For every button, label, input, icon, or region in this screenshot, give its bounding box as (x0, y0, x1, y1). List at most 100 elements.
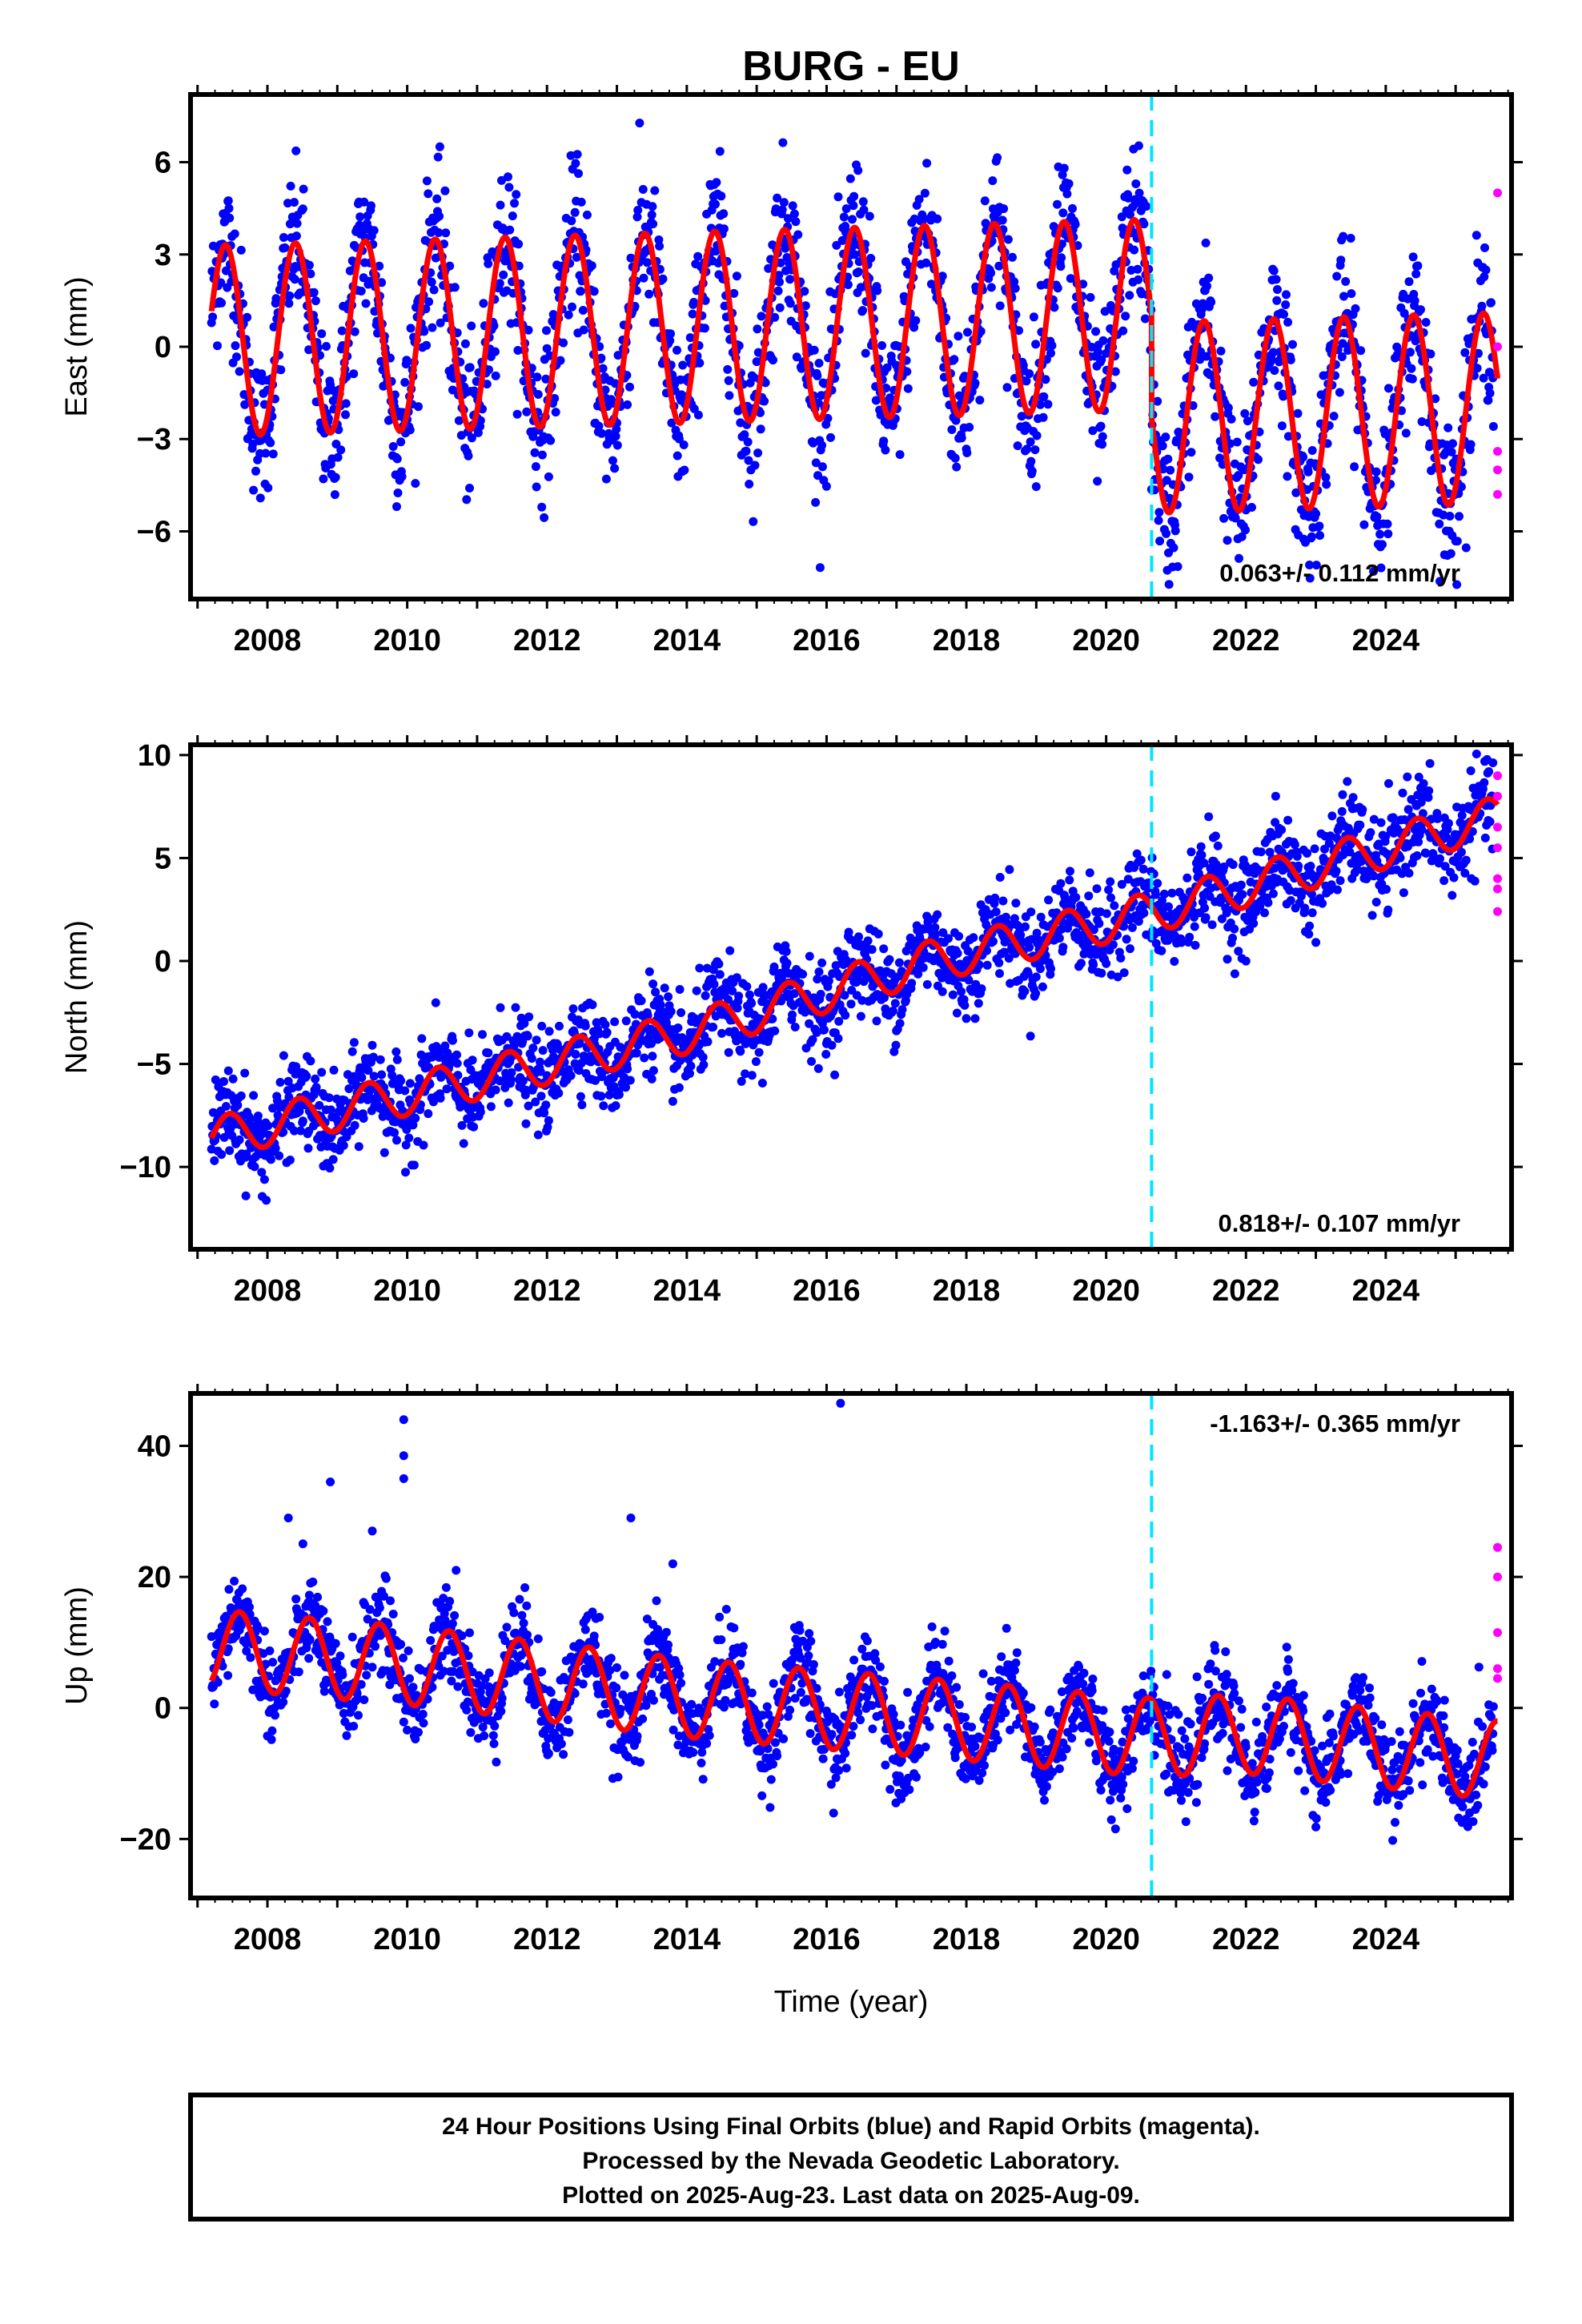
data-point (907, 979, 917, 988)
data-point (261, 448, 271, 458)
data-point (541, 374, 551, 384)
data-point (1230, 924, 1239, 934)
rapid-point (1493, 791, 1502, 801)
data-point (246, 1653, 255, 1663)
data-point (329, 1065, 339, 1075)
data-point (867, 945, 877, 955)
data-point (891, 1040, 901, 1050)
data-point (1329, 412, 1339, 421)
data-point (817, 958, 827, 967)
data-point (1093, 476, 1102, 486)
data-point (283, 199, 292, 208)
data-point (522, 407, 532, 416)
data-point (428, 323, 437, 332)
data-point (1460, 348, 1470, 357)
data-point (572, 150, 582, 159)
data-point (753, 324, 762, 334)
data-point (686, 1061, 696, 1071)
data-point (285, 219, 295, 229)
data-point (476, 416, 485, 425)
data-point (279, 233, 288, 242)
data-point (432, 194, 442, 203)
data-point (564, 310, 573, 320)
data-point (1173, 562, 1182, 571)
data-point (401, 1168, 410, 1177)
data-point (1435, 519, 1444, 529)
data-point (1094, 919, 1104, 928)
data-point (1263, 898, 1273, 907)
data-point (1485, 817, 1495, 826)
data-point (285, 291, 295, 300)
data-point (1197, 850, 1207, 860)
data-point (1092, 884, 1102, 894)
data-point (1140, 314, 1150, 324)
data-point (1272, 296, 1282, 305)
data-point (567, 216, 576, 226)
data-point (1159, 889, 1169, 899)
data-point (1480, 778, 1489, 787)
data-point (235, 367, 244, 376)
data-point (406, 324, 416, 333)
data-point (528, 1043, 538, 1053)
data-point (1125, 291, 1134, 300)
data-point (1403, 772, 1412, 782)
x-tick-label: 2008 (234, 624, 302, 657)
data-point (809, 345, 819, 355)
data-point (789, 209, 799, 219)
data-point (717, 1028, 726, 1038)
data-point (745, 480, 754, 489)
data-point (724, 376, 733, 385)
plot-area (191, 745, 1512, 1249)
data-point (1056, 879, 1066, 888)
data-point (650, 186, 660, 195)
data-point (445, 261, 455, 271)
data-point (1249, 919, 1259, 928)
data-point (658, 274, 668, 283)
data-point (527, 1054, 536, 1063)
data-point (1002, 383, 1012, 392)
data-point (417, 1034, 427, 1043)
data-point (737, 1076, 746, 1086)
data-point (1082, 909, 1091, 919)
data-point (538, 1046, 548, 1055)
data-point (424, 1109, 433, 1119)
data-point (988, 176, 998, 186)
data-point (1277, 421, 1287, 431)
data-point (550, 394, 560, 403)
data-point (709, 1023, 718, 1031)
data-point (991, 907, 1001, 917)
y-tick-label: −6 (137, 515, 171, 549)
data-point (1350, 462, 1359, 472)
data-point (290, 198, 299, 207)
data-point (236, 1091, 246, 1100)
data-point (1050, 303, 1059, 312)
data-point (648, 1066, 658, 1076)
data-point (757, 312, 766, 321)
data-point (719, 224, 729, 234)
data-point (572, 252, 581, 262)
data-point (266, 438, 275, 448)
data-point (673, 345, 681, 355)
data-point (496, 200, 505, 210)
data-point (975, 396, 985, 405)
data-point (897, 1005, 907, 1015)
data-point (1046, 964, 1055, 974)
data-point (673, 451, 682, 460)
data-point (537, 450, 547, 460)
x-tick-label: 2010 (373, 624, 441, 657)
data-point (1306, 862, 1315, 870)
data-point (420, 327, 429, 336)
data-point (265, 1646, 275, 1655)
data-point (1426, 349, 1435, 359)
data-point (1335, 388, 1344, 397)
data-point (1203, 281, 1211, 291)
data-point (1383, 529, 1393, 539)
data-point (1091, 327, 1101, 336)
data-point (1424, 786, 1434, 795)
data-point (815, 563, 825, 573)
rapid-point (1493, 342, 1502, 352)
data-point (1227, 414, 1236, 424)
data-point (1043, 400, 1053, 409)
data-point (1162, 529, 1171, 538)
data-point (785, 275, 795, 284)
